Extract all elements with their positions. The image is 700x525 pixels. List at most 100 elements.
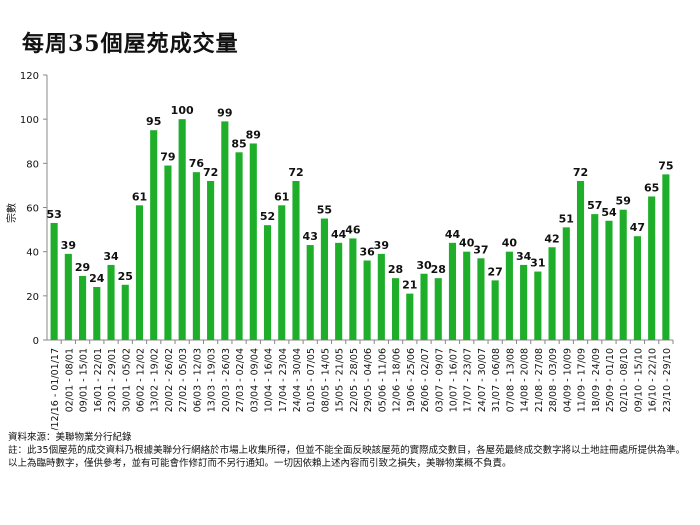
bar (406, 293, 414, 340)
data-label: 72 (573, 166, 588, 179)
data-label: 75 (658, 159, 673, 172)
x-tick-label: 04/09 - 10/09 (562, 348, 573, 412)
y-tick-label: 80 (26, 159, 39, 170)
x-tick-label: 09/10 - 15/10 (633, 348, 644, 412)
x-tick-label: 23/01 - 29/01 (107, 348, 118, 412)
x-tick-label: 17/07 - 23/07 (463, 348, 474, 412)
data-label: 28 (388, 263, 403, 276)
data-label: 61 (132, 190, 147, 203)
x-tick-label: 16/01 - 22/01 (93, 348, 104, 412)
bar (306, 245, 314, 340)
bar (463, 251, 471, 340)
data-label: 39 (374, 239, 389, 252)
x-tick-label: 10/07 - 16/07 (448, 348, 459, 412)
x-tick-label: 18/09 - 24/09 (591, 348, 602, 412)
bar (534, 271, 542, 340)
x-tick-label: 05/06 - 11/06 (377, 348, 388, 412)
x-tick-label: 11/09 - 17/09 (577, 348, 588, 412)
y-tick-label: 100 (20, 115, 39, 126)
data-label: 31 (530, 257, 545, 270)
data-label: 72 (288, 166, 303, 179)
bar (491, 280, 499, 340)
bar (420, 273, 428, 340)
bar (150, 130, 158, 340)
x-tick-label: 10/04 - 16/04 (264, 348, 275, 412)
bar (392, 278, 400, 340)
data-label: 39 (61, 239, 76, 252)
data-label: 51 (559, 212, 574, 225)
bar (249, 143, 257, 340)
bar (121, 284, 129, 340)
x-tick-label: 16/10 - 22/10 (648, 348, 659, 412)
y-tick-label: 60 (26, 204, 39, 215)
x-tick-label: 22/05 - 28/05 (349, 348, 360, 412)
bar (363, 260, 371, 340)
bar (263, 225, 272, 340)
data-label: 36 (359, 246, 375, 259)
data-label: 44 (331, 228, 347, 241)
bar (477, 258, 485, 340)
data-label: 76 (189, 157, 205, 170)
data-label: 85 (231, 137, 246, 150)
data-label: 55 (317, 204, 332, 217)
data-label: 59 (616, 195, 631, 208)
x-tick-label: 08/05 - 14/05 (320, 348, 331, 412)
bar (164, 165, 172, 340)
bar (50, 222, 58, 340)
data-label: 25 (118, 270, 133, 283)
x-tick-label: 03/04 - 09/04 (249, 348, 260, 412)
x-tick-label: 26/06 - 02/07 (420, 348, 431, 412)
bar (505, 251, 513, 340)
bar (648, 196, 656, 340)
bar (605, 220, 613, 340)
x-tick-label: 24/04 - 30/04 (292, 348, 303, 412)
x-tick-label: 06/02 - 12/02 (135, 348, 146, 412)
data-label: 61 (274, 190, 289, 203)
x-tick-label: 28/08 - 03/09 (548, 348, 559, 412)
y-tick-label: 20 (26, 292, 39, 303)
x-tick-label: 20/02 - 26/02 (164, 348, 175, 412)
x-tick-label: 02/10 - 08/10 (619, 348, 630, 412)
x-tick-label: 19/06 - 25/06 (406, 348, 417, 412)
bar (662, 174, 670, 340)
data-label: 79 (160, 151, 175, 164)
y-tick-label: 0 (33, 336, 39, 347)
x-tick-label: 06/03 - 12/03 (192, 348, 203, 412)
x-tick-label: 01/05 - 07/05 (306, 348, 317, 412)
data-label: 27 (488, 265, 503, 278)
disclaimer-note: 註：此35個屋苑的成交資料乃根據美聯分行網絡於市場上收集所得，但並不能全面反映該… (8, 445, 686, 469)
bar (221, 121, 229, 340)
x-tick-label: 13/02 - 19/02 (150, 348, 161, 412)
x-tick-label: 09/01 - 15/01 (79, 348, 90, 412)
x-tick-label: 12/06 - 18/06 (392, 348, 403, 412)
x-tick-label: 21/08 - 27/08 (534, 348, 545, 412)
data-label: 40 (502, 237, 518, 250)
data-label: 89 (246, 128, 261, 141)
bar (135, 205, 144, 340)
bar (576, 181, 585, 340)
x-tick-label: 03/07 - 09/07 (434, 348, 445, 412)
data-label: 29 (75, 261, 90, 274)
data-label: 34 (103, 250, 119, 263)
data-label: 44 (445, 228, 461, 241)
data-label: 54 (601, 206, 617, 219)
bar (520, 264, 528, 340)
data-label: 28 (431, 263, 446, 276)
bar (207, 181, 215, 340)
y-tick-label: 120 (20, 71, 39, 82)
bar (278, 205, 286, 340)
bar (562, 227, 570, 340)
bar (633, 236, 641, 340)
data-label: 100 (171, 104, 194, 117)
data-label: 57 (587, 199, 602, 212)
x-tick-label: 13/03 - 19/03 (207, 348, 218, 412)
data-label: 52 (260, 210, 275, 223)
bar (292, 181, 300, 340)
x-tick-label: 27/02 - 05/03 (178, 348, 189, 412)
data-label: 99 (217, 106, 232, 119)
bar (235, 152, 243, 340)
x-tick-label: 26/12/16 - 01/01/17 (50, 348, 61, 430)
x-tick-label: 25/09 - 01/10 (605, 348, 616, 412)
bar (434, 278, 442, 340)
